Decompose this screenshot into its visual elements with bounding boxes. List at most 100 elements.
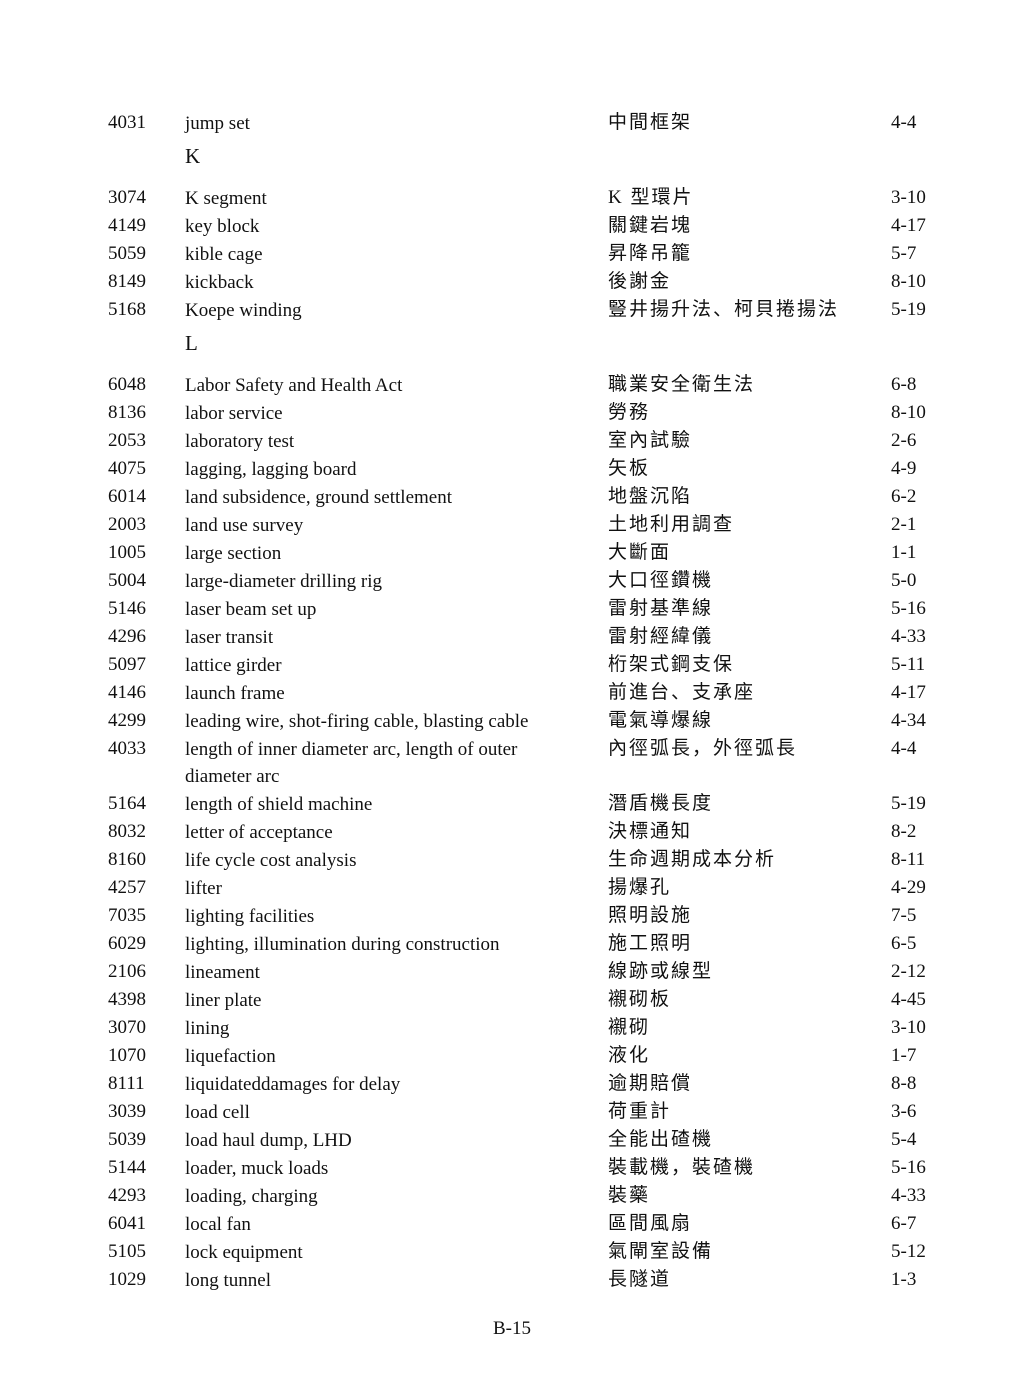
- entry-number: 5097: [108, 654, 146, 675]
- entry-chinese-term: 勞務: [608, 402, 651, 423]
- entry-english-term: load haul dump, LHD: [185, 1130, 352, 1151]
- entry-number: 4293: [108, 1185, 146, 1206]
- entry-chinese-term: 地盤沉陷: [608, 486, 693, 507]
- glossary-entry: 5004 large-diameter drilling rig 大口徑鑽機 5-0: [0, 567, 1024, 595]
- entry-page-reference: 4-9: [891, 458, 917, 479]
- entry-english-term: kible cage: [185, 244, 263, 265]
- glossary-entry: 5146 laser beam set up 雷射基準線 5-16: [0, 595, 1024, 623]
- glossary-entry: 2003 land use survey 土地利用調查 2-1: [0, 511, 1024, 539]
- entry-english-term: loader, muck loads: [185, 1158, 329, 1179]
- glossary-entry: 5164 length of shield machine 潛盾機長度 5-19: [0, 790, 1024, 818]
- glossary-entry: 1005 large section 大斷面 1-1: [0, 539, 1024, 567]
- entry-english-term: letter of acceptance: [185, 822, 333, 843]
- entry-number: 3074: [108, 187, 146, 208]
- entry-page-reference: 2-12: [891, 961, 926, 982]
- entry-chinese-term: 逾期賠償: [608, 1073, 693, 1094]
- entry-chinese-term: 電氣導爆線: [608, 710, 714, 731]
- entry-number: 4299: [108, 710, 146, 731]
- glossary-entry: 5059 kible cage 昇降吊籠 5-7: [0, 240, 1024, 268]
- entry-page-reference: 4-33: [891, 1185, 926, 1206]
- entry-page-reference: 3-10: [891, 187, 926, 208]
- entry-number: 4296: [108, 626, 146, 647]
- glossary-entry: 3039 load cell 荷重計 3-6: [0, 1098, 1024, 1126]
- entry-chinese-term: 後謝金: [608, 271, 672, 292]
- glossary-entry: 8160 life cycle cost analysis 生命週期成本分析 8-11: [0, 846, 1024, 874]
- entry-chinese-term: 襯砌: [608, 1017, 651, 1038]
- entry-chinese-term: 荷重計: [608, 1101, 672, 1122]
- entry-page-reference: 2-1: [891, 514, 917, 535]
- glossary-entry: 4257 lifter 揚爆孔 4-29: [0, 874, 1024, 902]
- entry-english-term: lining: [185, 1018, 230, 1039]
- entry-chinese-term: 襯砌板: [608, 989, 672, 1010]
- entry-page-reference: 3-6: [891, 1101, 917, 1122]
- entry-number: 4033: [108, 738, 146, 759]
- entry-page-reference: 5-12: [891, 1241, 926, 1262]
- entry-number: 2053: [108, 430, 146, 451]
- section-letter: L: [185, 331, 198, 355]
- entry-chinese-term: 決標通知: [608, 821, 693, 842]
- entry-english-term: land subsidence, ground settlement: [185, 487, 452, 508]
- glossary-entry: 6041 local fan 區間風扇 6-7: [0, 1210, 1024, 1238]
- entry-chinese-term: 大斷面: [608, 542, 672, 563]
- entry-number: 4075: [108, 458, 146, 479]
- entry-number: 4149: [108, 215, 146, 236]
- entry-page-reference: 5-4: [891, 1129, 917, 1150]
- glossary-entry: 8149 kickback 後謝金 8-10: [0, 268, 1024, 296]
- glossary-entry: 4293 loading, charging 裝藥 4-33: [0, 1182, 1024, 1210]
- glossary-entry: 6048 Labor Safety and Health Act 職業安全衛生法 6-…: [0, 371, 1024, 399]
- entry-number: 8032: [108, 821, 146, 842]
- entry-number: 5105: [108, 1241, 146, 1262]
- glossary-entry: 8032 letter of acceptance 決標通知 8-2: [0, 818, 1024, 846]
- entry-english-term: large-diameter drilling rig: [185, 571, 382, 592]
- entry-english-term: laser transit: [185, 627, 274, 648]
- entry-chinese-term: 矢板: [608, 458, 651, 479]
- entry-number: 7035: [108, 905, 146, 926]
- entry-page-reference: 6-8: [891, 374, 917, 395]
- entry-number: 8160: [108, 849, 146, 870]
- entry-number: 6048: [108, 374, 146, 395]
- entry-english-term: liquidateddamages for delay: [185, 1074, 401, 1095]
- entry-english-term: lighting facilities: [185, 906, 315, 927]
- entry-page-reference: 4-29: [891, 877, 926, 898]
- entry-english-term: lock equipment: [185, 1242, 303, 1263]
- glossary-entry: 5168 Koepe winding 豎井揚升法、柯貝捲揚法 5-19: [0, 296, 1024, 324]
- glossary-list: 4031 jump set 中間框架 4-4 K 3074 K segment K 型環片 3-…: [0, 109, 1024, 1294]
- entry-number: 5144: [108, 1157, 146, 1178]
- entry-english-term: large section: [185, 543, 282, 564]
- entry-english-term: length of shield machine: [185, 794, 373, 815]
- entry-english-term: labor service: [185, 403, 283, 424]
- glossary-entry: 5144 loader, muck loads 裝載機，裝碴機 5-16: [0, 1154, 1024, 1182]
- entry-chinese-term: 中間框架: [608, 112, 693, 133]
- section-letter-heading: K: [0, 137, 1024, 184]
- entry-number: 2106: [108, 961, 146, 982]
- entry-number: 5146: [108, 598, 146, 619]
- entry-number: 1005: [108, 542, 146, 563]
- entry-page-reference: 1-1: [891, 542, 917, 563]
- entry-chinese-term: 區間風扇: [608, 1213, 693, 1234]
- entry-page-reference: 1-3: [891, 1269, 917, 1290]
- entry-english-term: laser beam set up: [185, 599, 317, 620]
- entry-chinese-term: 裝載機，裝碴機: [608, 1157, 756, 1178]
- entry-page-reference: 7-5: [891, 905, 917, 926]
- entry-english-term: leading wire, shot-firing cable, blastin…: [185, 711, 529, 732]
- entry-english-term: load cell: [185, 1102, 250, 1123]
- entry-number: 4398: [108, 989, 146, 1010]
- entry-english-term: K segment: [185, 188, 267, 209]
- entry-english-term: key block: [185, 216, 260, 237]
- entry-page-reference: 5-11: [891, 654, 926, 675]
- entry-page-reference: 5-7: [891, 243, 917, 264]
- entry-page-reference: 8-2: [891, 821, 917, 842]
- entry-page-reference: 5-19: [891, 299, 926, 320]
- entry-english-term: Koepe winding: [185, 300, 302, 321]
- glossary-entry: 7035 lighting facilities 照明設施 7-5: [0, 902, 1024, 930]
- glossary-entry: 3070 lining 襯砌 3-10: [0, 1014, 1024, 1042]
- entry-number: 6041: [108, 1213, 146, 1234]
- glossary-entry: 1070 liquefaction 液化 1-7: [0, 1042, 1024, 1070]
- entry-chinese-term: 桁架式鋼支保: [608, 654, 735, 675]
- section-letter: K: [185, 144, 201, 168]
- entry-english-term: lineament: [185, 962, 260, 983]
- entry-chinese-term: 生命週期成本分析: [608, 849, 777, 870]
- entry-page-reference: 4-45: [891, 989, 926, 1010]
- glossary-entry: 2106 lineament 線跡或線型 2-12: [0, 958, 1024, 986]
- entry-number: 8149: [108, 271, 146, 292]
